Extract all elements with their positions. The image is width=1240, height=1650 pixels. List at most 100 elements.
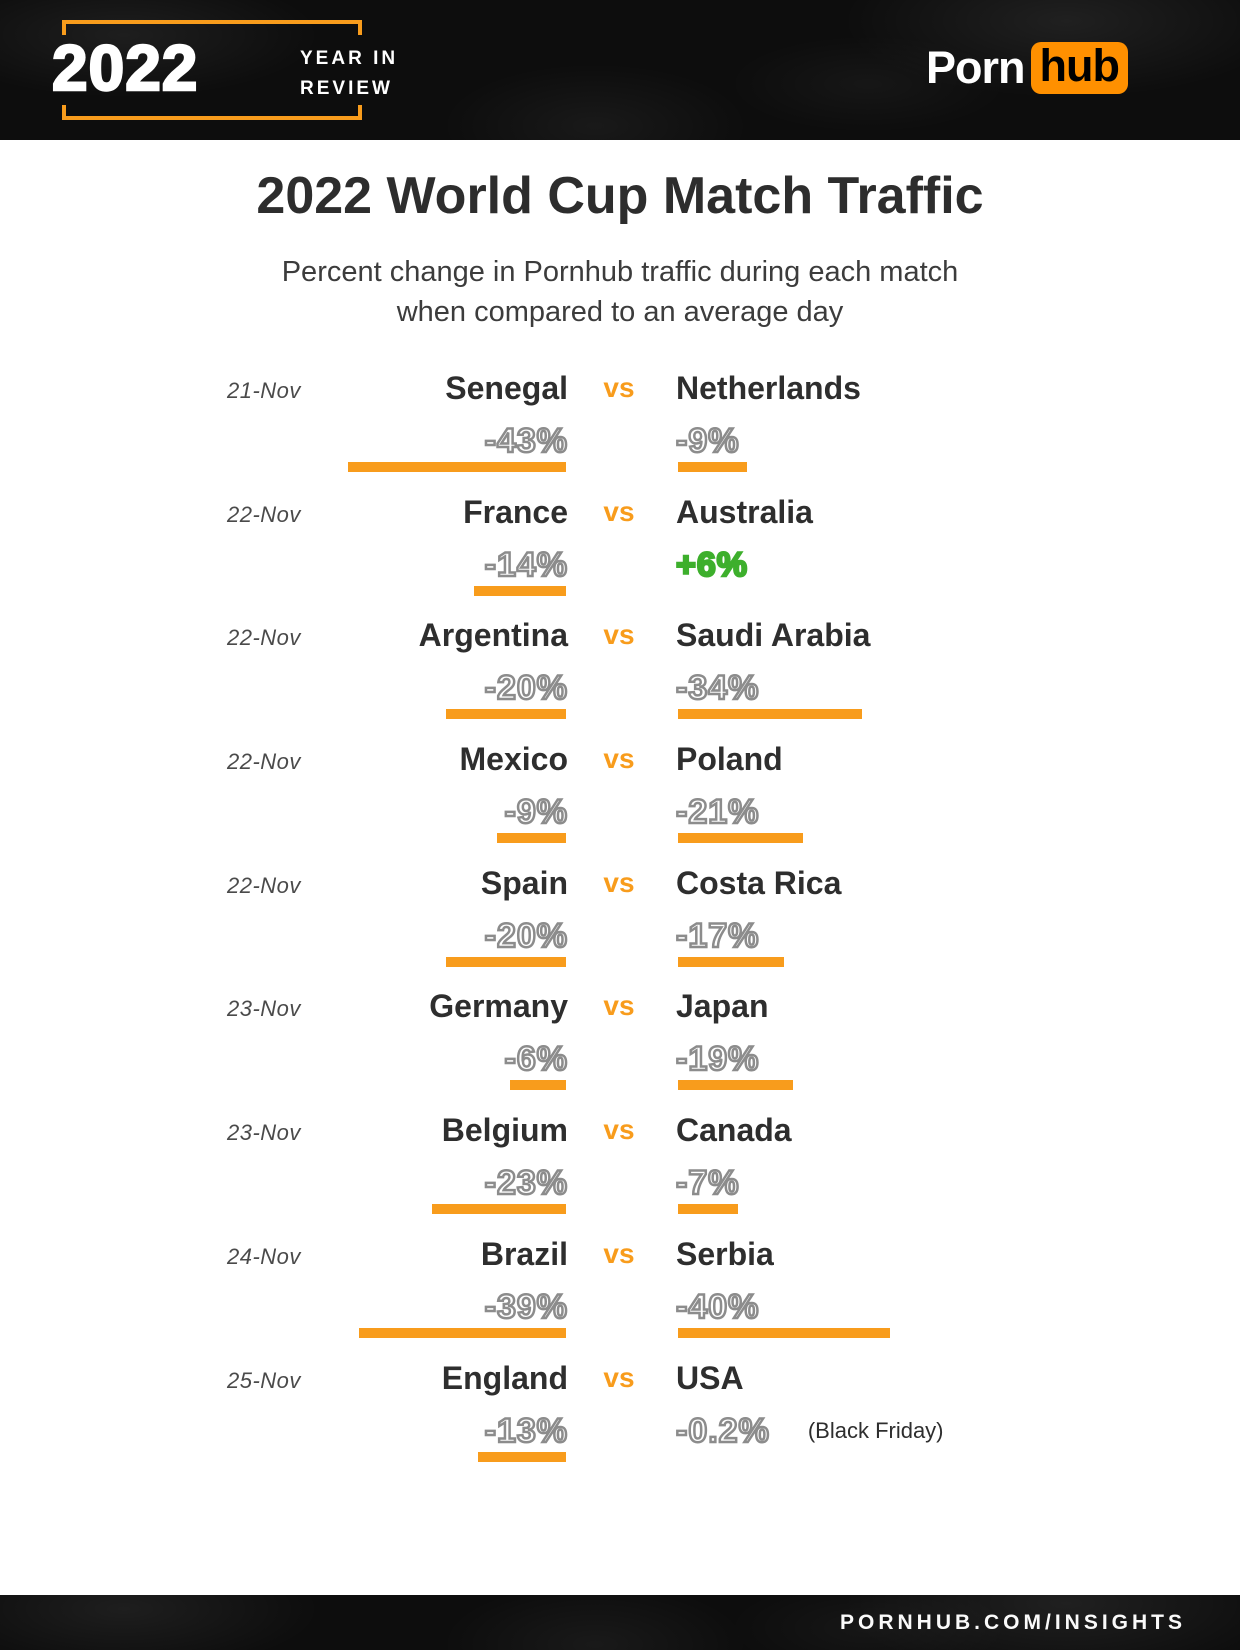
year-badge-frame [358, 20, 362, 35]
match-date: 22-Nov [227, 872, 301, 898]
away-pct-group: +6% [675, 544, 749, 585]
away-pct: -21% [675, 792, 760, 833]
match-date: 24-Nov [227, 1243, 301, 1269]
home-bar [359, 1327, 566, 1338]
pornhub-logo: Porn hub [926, 42, 1128, 95]
away-team: Poland [676, 741, 783, 778]
home-team: France [463, 493, 568, 530]
away-team: Japan [676, 988, 769, 1025]
logo-hub-box: hub [1030, 42, 1128, 95]
match-date: 23-Nov [227, 996, 301, 1022]
match-date: 22-Nov [227, 501, 301, 527]
away-team: Saudi Arabia [676, 617, 871, 654]
away-pct: -17% [675, 916, 760, 957]
home-bar [478, 1451, 566, 1462]
vs-label: vs [603, 372, 635, 403]
match-row: 23-Nov Germany vs Japan -6% -19% [0, 988, 1240, 1112]
away-pct-group: -17% [675, 916, 760, 957]
vs-label: vs [603, 1114, 635, 1146]
away-pct: -0.2% [675, 1410, 770, 1451]
match-date: 22-Nov [227, 749, 301, 775]
vs-label: vs [603, 743, 635, 775]
away-team: Costa Rica [676, 864, 842, 901]
year-badge-frame [358, 105, 362, 120]
year-badge-year: 2022 [51, 31, 199, 106]
year-badge-tagline-line2: REVIEW [300, 78, 393, 100]
away-team: Canada [676, 1112, 792, 1149]
away-pct-group: -21% [675, 792, 760, 833]
home-bar [474, 585, 566, 596]
away-pct: +6% [675, 544, 749, 585]
vs-label: vs [603, 1237, 635, 1269]
home-bar [446, 956, 566, 967]
home-pct: -6% [503, 1039, 568, 1080]
vs-label: vs [603, 866, 635, 898]
footer-url: PORNHUB.COM/INSIGHTS [839, 1610, 1186, 1634]
away-bar [678, 1204, 738, 1215]
home-team: Belgium [441, 1112, 568, 1149]
away-pct-group: -19% [675, 1039, 760, 1080]
year-badge: 2022 YEAR IN REVIEW [51, 20, 395, 120]
home-pct: -20% [483, 668, 568, 709]
match-date: 21-Nov [227, 378, 301, 403]
away-bar [678, 833, 803, 844]
away-bar [678, 1327, 890, 1338]
match-note: (Black Friday) [807, 1418, 944, 1443]
home-pct: -13% [483, 1410, 568, 1451]
away-pct-group: -40% [675, 1287, 760, 1328]
away-bar [678, 709, 862, 720]
home-pct: -43% [483, 421, 568, 462]
header-banner: 2022 YEAR IN REVIEW Porn hub [0, 0, 1240, 140]
away-team: USA [676, 1359, 744, 1396]
home-bar [510, 1080, 566, 1091]
match-row: 23-Nov Belgium vs Canada -23% -7% [0, 1112, 1240, 1236]
away-pct: -34% [675, 668, 760, 709]
year-badge-frame [62, 20, 66, 35]
home-pct: -14% [483, 544, 568, 585]
away-pct: -19% [675, 1039, 760, 1080]
page-subtitle: Percent change in Pornhub traffic during… [0, 252, 1240, 332]
away-pct: -9% [675, 421, 740, 462]
match-row: 22-Nov France vs Australia -14% +6% [0, 494, 1240, 618]
year-badge-frame [62, 116, 362, 120]
home-team: Senegal [445, 370, 568, 406]
match-row: 22-Nov Mexico vs Poland -9% -21% [0, 741, 1240, 865]
year-badge-tagline-line1: YEAR IN [300, 48, 399, 69]
vs-label: vs [603, 619, 635, 651]
vs-label: vs [603, 1361, 635, 1393]
match-row: 22-Nov Argentina vs Saudi Arabia -20% -34% [0, 617, 1240, 741]
year-badge-tagline: YEAR IN REVIEW [300, 44, 398, 105]
home-team: Germany [429, 988, 568, 1025]
home-bar [446, 709, 566, 720]
home-bar [497, 833, 566, 844]
home-pct: -39% [483, 1287, 568, 1328]
home-pct: -23% [483, 1163, 568, 1204]
year-badge-frame [62, 105, 66, 120]
away-pct-group: -9% [675, 421, 740, 462]
home-bar [432, 1204, 566, 1215]
away-bar [678, 1080, 793, 1091]
year-badge-frame [62, 20, 362, 24]
page-subtitle-line1: Percent change in Pornhub traffic during… [281, 256, 959, 288]
away-pct: -7% [675, 1163, 740, 1204]
home-bar [348, 462, 566, 472]
match-row: 24-Nov Brazil vs Serbia -39% -40% [0, 1236, 1240, 1360]
away-pct-group: -7% [675, 1163, 740, 1204]
away-bar [678, 462, 747, 472]
home-team: Mexico [459, 741, 568, 778]
page-title: 2022 World Cup Match Traffic [256, 167, 984, 225]
footer-banner: PORNHUB.COM/INSIGHTS [0, 1595, 1240, 1650]
match-list: 21-Nov Senegal vs Netherlands -43% -9% 22-Nov F… [0, 370, 1240, 1483]
vs-label: vs [603, 990, 635, 1022]
match-date: 23-Nov [227, 1120, 301, 1146]
match-row: 21-Nov Senegal vs Netherlands -43% -9% [0, 370, 1240, 494]
home-team: Spain [480, 864, 568, 901]
home-team: Argentina [418, 617, 568, 654]
page-subtitle-line2: when compared to an average day [396, 296, 844, 329]
vs-label: vs [603, 495, 635, 527]
match-row: 25-Nov England vs USA -13% -0.2% (Black Friday… [0, 1360, 1240, 1484]
home-pct: -20% [483, 916, 568, 957]
away-pct-group: -0.2% (Black Friday) [675, 1410, 944, 1451]
away-bar [678, 956, 784, 967]
